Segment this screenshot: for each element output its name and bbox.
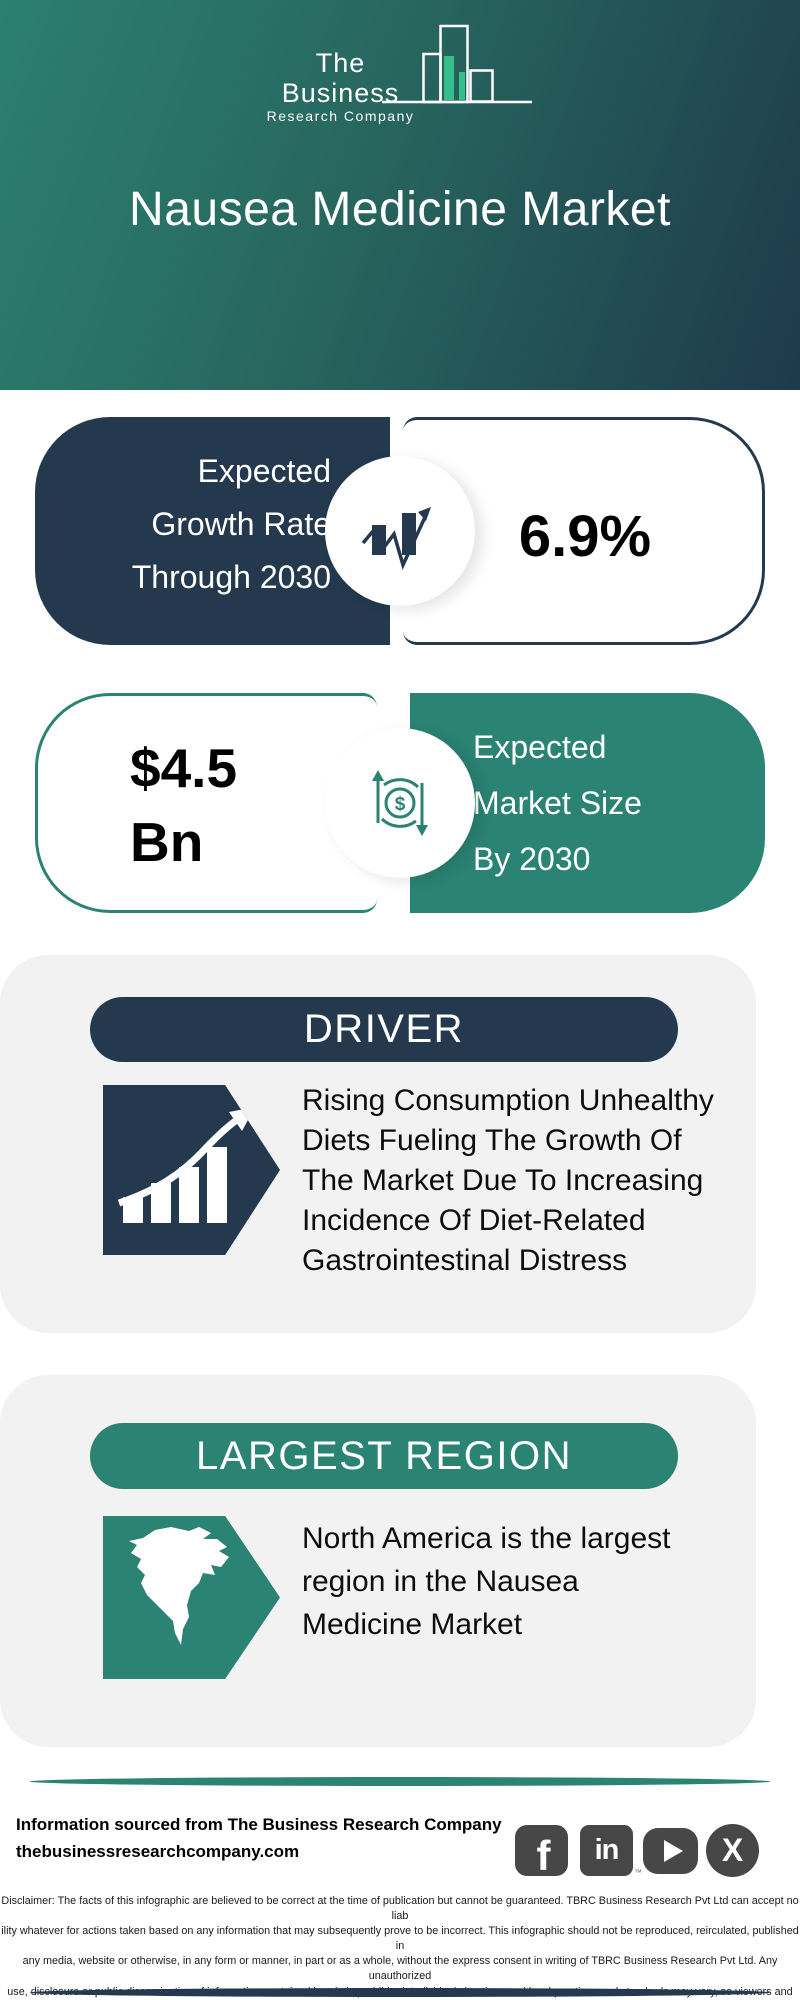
region-text-line: region in the Nausea xyxy=(302,1565,579,1598)
driver-section: DRIVER Rising Consumption Unhealthy Diet… xyxy=(0,955,756,1333)
market-size-card: $4.5 Bn Expected Market Size By 2030 $ xyxy=(35,693,765,913)
linkedin-glyph: in xyxy=(594,1834,620,1866)
brand-name-line1: The Business xyxy=(281,48,400,108)
source-attribution: Information sourced from The Business Re… xyxy=(16,1815,502,1834)
x-glyph: X xyxy=(721,1832,744,1868)
driver-heading: DRIVER xyxy=(90,997,678,1062)
source-url[interactable]: thebusinessresearchcompany.com xyxy=(16,1842,300,1861)
brand-name-line2: Research Company xyxy=(266,108,415,124)
growth-bars-icon xyxy=(103,1085,280,1255)
market-size-label-line: Expected xyxy=(473,729,607,765)
driver-text-line: Diets Fueling The Growth Of xyxy=(302,1124,682,1157)
youtube-icon[interactable] xyxy=(643,1828,698,1874)
svg-text:$: $ xyxy=(395,794,406,815)
logo-bar-chart-icon xyxy=(382,24,532,104)
facebook-glyph: f xyxy=(536,1832,551,1876)
growth-rate-card: Expected Growth Rate Through 2030 6.9% xyxy=(35,417,765,645)
growth-label-line: Expected xyxy=(197,453,331,489)
disclaimer-line: any media, website or otherwise, in any … xyxy=(22,1955,778,1983)
driver-text-line: Gastrointestinal Distress xyxy=(302,1244,628,1277)
region-text-line: North America is the largest xyxy=(302,1522,671,1555)
growth-chart-icon xyxy=(325,456,475,606)
growth-label-line: Growth Rate xyxy=(151,506,331,542)
largest-region-section: LARGEST REGION North America is the larg… xyxy=(0,1375,756,1747)
market-size-value-panel xyxy=(35,693,377,913)
market-size-label-line: Market Size xyxy=(473,785,642,821)
driver-text-line: The Market Due To Increasing xyxy=(302,1164,704,1197)
market-size-label-line: By 2030 xyxy=(473,841,591,877)
driver-text-line: Rising Consumption Unhealthy xyxy=(302,1084,714,1117)
x-twitter-icon[interactable]: X xyxy=(706,1824,759,1877)
bottom-bar xyxy=(30,1988,770,1997)
north-america-map-icon xyxy=(103,1516,280,1679)
region-text-line: Medicine Market xyxy=(302,1608,523,1641)
largest-region-text: North America is the largest region in t… xyxy=(302,1517,670,1646)
disclaimer: Disclaimer: The facts of this infographi… xyxy=(0,1894,800,2000)
market-size-value-line: $4.5 xyxy=(130,737,238,799)
dollar-cycle-icon: $ xyxy=(325,728,475,878)
market-size-value-line: Bn xyxy=(130,811,204,873)
growth-rate-label: Expected Growth Rate Through 2030 xyxy=(35,445,331,604)
growth-rate-value: 6.9% xyxy=(518,504,652,569)
linkedin-tm: ™ xyxy=(634,1868,642,1877)
social-icons: f in ™ X xyxy=(515,1824,765,1880)
market-size-value: $4.5 Bn xyxy=(130,731,237,879)
largest-region-heading: LARGEST REGION xyxy=(90,1423,678,1489)
driver-text: Rising Consumption Unhealthy Diets Fueli… xyxy=(302,1081,714,1281)
disclaimer-line: Disclaimer: The facts of this infographi… xyxy=(1,1895,799,1923)
driver-text-line: Incidence Of Diet-Related xyxy=(302,1204,646,1237)
growth-label-line: Through 2030 xyxy=(131,559,331,595)
youtube-play-glyph xyxy=(663,1840,683,1862)
teal-divider xyxy=(30,1777,770,1786)
page-title: Nausea Medicine Market xyxy=(129,183,671,236)
disclaimer-line: ility whatever for actions taken based o… xyxy=(1,1925,799,1953)
linkedin-icon[interactable]: in ™ xyxy=(580,1825,642,1877)
brand-logo: The Business Research Company xyxy=(258,48,423,124)
facebook-icon[interactable]: f xyxy=(515,1825,568,1876)
header-banner: The Business Research Company Nausea Med… xyxy=(0,0,800,390)
market-size-label: Expected Market Size By 2030 xyxy=(473,719,642,887)
